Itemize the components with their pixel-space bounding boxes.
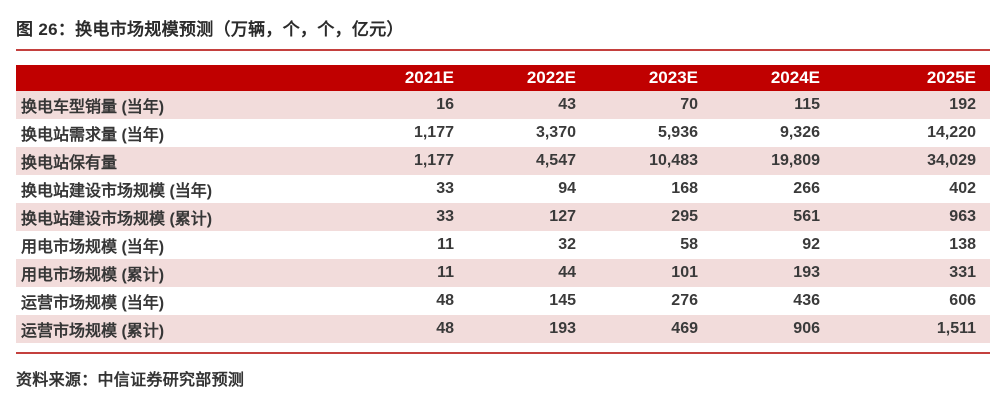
table-cell: 34,029 (927, 152, 976, 169)
table-cell: 331 (949, 264, 976, 281)
table-row: 换电站建设市场规模 (当年) 33 94 168 266 402 (16, 175, 990, 203)
table-cell: 193 (793, 264, 820, 281)
table-cell: 193 (549, 320, 576, 337)
table-cell: 5,936 (657, 124, 698, 141)
table-cell: 145 (549, 292, 576, 309)
table-cell: 469 (671, 320, 698, 337)
table-cell: 32 (558, 236, 576, 253)
bottom-rule (16, 352, 990, 354)
table-row: 用电市场规模 (当年) 11 32 58 92 138 (16, 231, 990, 259)
table-row: 运营市场规模 (累计) 48 193 469 906 1,511 (16, 315, 990, 343)
figure-title: 图 26：换电市场规模预测（万辆，个，个，亿元） (16, 13, 990, 51)
table-cell: 11 (437, 264, 454, 281)
row-label: 用电市场规模 (当年) (21, 239, 165, 256)
table-cell: 58 (680, 236, 698, 253)
table-row: 换电站保有量 1,177 4,547 10,483 19,809 34,029 (16, 147, 990, 175)
table-cell: 33 (436, 208, 454, 225)
table-cell: 606 (949, 292, 976, 309)
table-cell: 3,370 (535, 124, 576, 141)
table-cell: 192 (949, 96, 976, 113)
table-header-row: 2021E 2022E 2023E 2024E 2025E (16, 65, 990, 91)
table-row: 换电车型销量 (当年) 16 43 70 115 192 (16, 91, 990, 119)
table-cell: 14,220 (927, 124, 976, 141)
row-label: 运营市场规模 (当年) (21, 295, 165, 312)
column-header-2021e: 2021E (346, 65, 468, 91)
column-header-2024e: 2024E (712, 65, 834, 91)
table-cell: 70 (680, 96, 698, 113)
row-label: 用电市场规模 (累计) (21, 267, 165, 284)
table-row: 运营市场规模 (当年) 48 145 276 436 606 (16, 287, 990, 315)
row-label: 换电站建设市场规模 (累计) (21, 211, 213, 228)
table-cell: 48 (436, 292, 454, 309)
row-label: 换电站需求量 (当年) (21, 127, 165, 144)
table-cell: 33 (436, 180, 454, 197)
table-cell: 92 (802, 236, 820, 253)
table-cell: 101 (671, 264, 698, 281)
table-cell: 963 (949, 208, 976, 225)
row-label: 运营市场规模 (累计) (21, 323, 165, 340)
row-label: 换电站保有量 (21, 155, 118, 172)
forecast-table: 2021E 2022E 2023E 2024E 2025E 换电车型销量 (当年… (16, 65, 990, 343)
table-cell: 19,809 (771, 152, 820, 169)
figure-container: 图 26：换电市场规模预测（万辆，个，个，亿元） 2021E 2022E 202… (16, 13, 990, 389)
table-cell: 561 (793, 208, 820, 225)
table-cell: 1,511 (936, 320, 976, 337)
table-cell: 10,483 (649, 152, 698, 169)
table-cell: 94 (558, 180, 576, 197)
table-cell: 16 (436, 96, 454, 113)
table-cell: 276 (671, 292, 698, 309)
table-cell: 266 (793, 180, 820, 197)
table-cell: 138 (949, 236, 976, 253)
table-cell: 1,177 (413, 152, 454, 169)
column-header-2022e: 2022E (468, 65, 590, 91)
table-row: 换电站建设市场规模 (累计) 33 127 295 561 963 (16, 203, 990, 231)
table-cell: 115 (794, 96, 820, 113)
source-note: 资料来源：中信证券研究部预测 (16, 372, 245, 389)
table-cell: 4,547 (535, 152, 576, 169)
table-cell: 168 (671, 180, 698, 197)
row-label: 换电站建设市场规模 (当年) (21, 183, 213, 200)
table-row: 用电市场规模 (累计) 11 44 101 193 331 (16, 259, 990, 287)
table-cell: 127 (549, 208, 576, 225)
table-cell: 906 (793, 320, 820, 337)
table-cell: 11 (437, 236, 454, 253)
column-header-2025e: 2025E (834, 65, 990, 91)
column-header-empty (16, 65, 346, 91)
table-cell: 1,177 (413, 124, 454, 141)
table-cell: 436 (793, 292, 820, 309)
table-cell: 402 (949, 180, 976, 197)
table-cell: 44 (558, 264, 576, 281)
table-row: 换电站需求量 (当年) 1,177 3,370 5,936 9,326 14,2… (16, 119, 990, 147)
table-cell: 48 (436, 320, 454, 337)
table-cell: 43 (558, 96, 576, 113)
column-header-2023e: 2023E (590, 65, 712, 91)
row-label: 换电车型销量 (当年) (21, 99, 165, 116)
table-cell: 9,326 (779, 124, 820, 141)
table-cell: 295 (671, 208, 698, 225)
